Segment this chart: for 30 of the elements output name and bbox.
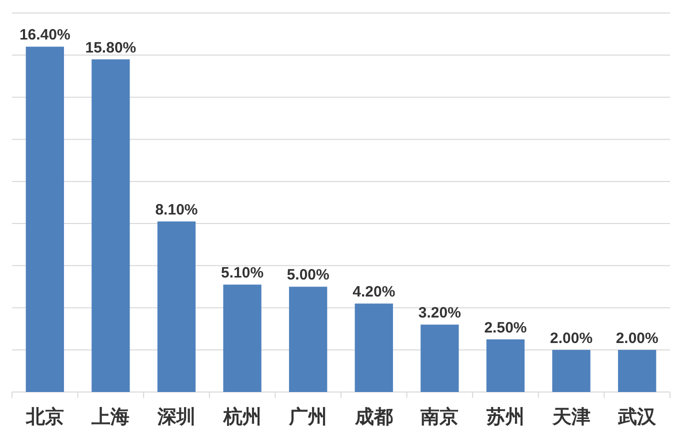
x-tick-label: 天津	[551, 406, 590, 428]
bar	[618, 350, 656, 392]
data-label: 2.00%	[550, 330, 593, 347]
bar	[157, 221, 196, 392]
bar	[92, 59, 130, 392]
data-label: 4.20%	[352, 284, 396, 301]
bar	[354, 304, 393, 392]
bar	[552, 350, 590, 392]
bar	[486, 339, 525, 392]
data-label: 15.80%	[85, 39, 136, 56]
x-tick-label: 杭州	[222, 406, 262, 428]
x-tick-label: 广州	[288, 406, 328, 428]
bar	[289, 286, 328, 392]
data-label: 5.00%	[286, 266, 330, 284]
data-label: 2.50%	[484, 319, 527, 336]
x-tick-label: 上海	[90, 406, 130, 428]
bar	[420, 324, 459, 392]
bar	[223, 284, 262, 392]
data-label: 5.10%	[221, 264, 264, 282]
x-tick-label: 苏州	[486, 406, 524, 428]
x-tick-label: 北京	[24, 406, 64, 428]
x-tick-label: 成都	[354, 406, 393, 428]
data-label: 16.40%	[19, 26, 70, 44]
bar	[26, 46, 64, 392]
data-label: 3.20%	[418, 304, 461, 322]
data-label: 8.10%	[155, 201, 198, 218]
x-tick-label: 南京	[420, 406, 459, 428]
data-label: 2.00%	[616, 330, 658, 347]
x-tick-label: 武汉	[617, 406, 658, 428]
x-tick-label: 深圳	[156, 406, 196, 428]
